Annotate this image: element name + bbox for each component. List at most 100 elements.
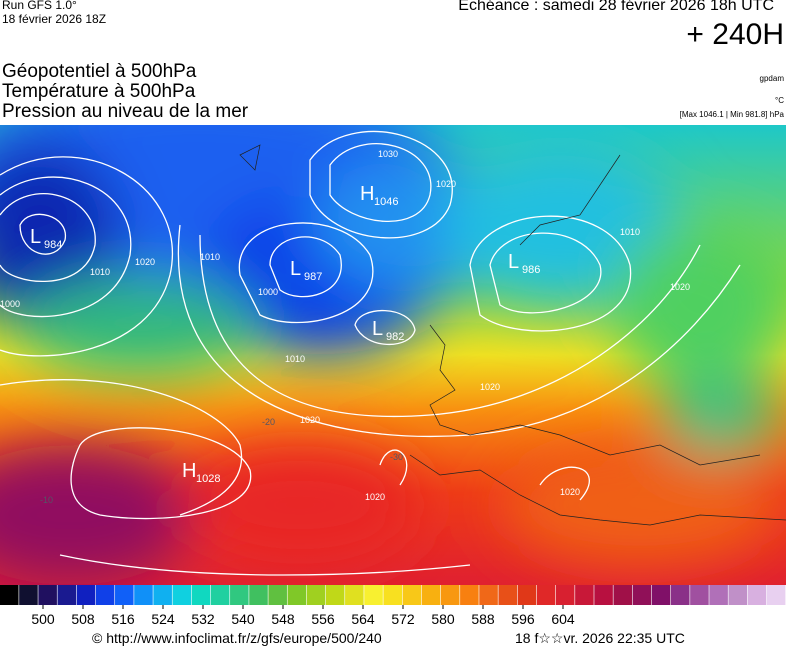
colorbar-label: 508 (71, 611, 95, 627)
colorbar-swatch (766, 585, 786, 605)
colorbar-swatch (728, 585, 748, 605)
isobar-label: 1030 (378, 149, 398, 159)
colorbar-swatch (747, 585, 767, 605)
footer-stamp: 18 f☆☆vr. 2026 22:35 UTC (515, 630, 685, 646)
center-letter: L (290, 258, 301, 280)
temperature-label: -30 (390, 452, 403, 462)
center-value: 982 (386, 331, 404, 343)
colorbar-label: 540 (231, 611, 255, 627)
colorbar-swatch (364, 585, 383, 605)
colorbar-swatch (95, 585, 115, 605)
colorbar-swatch (517, 585, 537, 605)
colorbar-swatch (325, 585, 345, 605)
colorbar-label: 556 (311, 611, 335, 627)
colorbar-swatch (115, 585, 134, 605)
colorbar-swatch (191, 585, 211, 605)
colorbar-label: 580 (431, 611, 455, 627)
lead-time: + 240H (686, 18, 784, 51)
colorbar-swatch (709, 585, 728, 605)
colorbar-swatch (153, 585, 172, 605)
footer-url: © http://www.infoclimat.fr/z/gfs/europe/… (92, 630, 382, 646)
colorbar-swatch (460, 585, 479, 605)
unit-label: gpdam (759, 74, 784, 83)
center-value: 987 (304, 271, 322, 283)
colorbar-swatch (172, 585, 192, 605)
colorbar-swatch (19, 585, 38, 605)
coastlines (239, 144, 786, 526)
unit-label: °C (775, 96, 784, 105)
colorbar-swatch (345, 585, 364, 605)
colorbar-swatch (287, 585, 307, 605)
colorbar-swatch (670, 585, 690, 605)
run-label: Run GFS 1.0° (2, 0, 77, 12)
isobars (0, 130, 741, 576)
colorbar-swatch (594, 585, 613, 605)
colorbar-swatch (76, 585, 96, 605)
colorbar-swatch (651, 585, 671, 605)
temperature-blobs (0, 125, 786, 585)
isobar-label: 1020 (436, 179, 456, 189)
isobar-label: 1000 (258, 287, 278, 297)
colorbar-label: 548 (271, 611, 295, 627)
isobar-label: 1020 (480, 382, 500, 392)
colorbar-swatch (402, 585, 422, 605)
center-value: 1028 (196, 473, 220, 485)
colorbar-swatch (421, 585, 441, 605)
colorbar-label: 532 (191, 611, 215, 627)
valid-time: Echéance : samedi 28 février 2026 18h UT… (458, 0, 774, 14)
isobar-label: 1010 (620, 227, 640, 237)
isobar-label: 1010 (200, 252, 220, 262)
colorbar-label: 516 (111, 611, 135, 627)
legend-line: Température à 500hPa (2, 81, 196, 102)
center-value: 986 (522, 264, 540, 276)
isobar-label: 1020 (300, 415, 320, 425)
colorbar-swatch (57, 585, 77, 605)
colorbar-swatch (383, 585, 402, 605)
legend-line: Pression au niveau de la mer (2, 101, 249, 122)
colorbar-swatch (268, 585, 287, 605)
center-value: 1046 (374, 196, 398, 208)
run-date: 18 février 2026 18Z (2, 12, 107, 26)
colorbar-swatch (0, 585, 19, 605)
colorbar-swatch (249, 585, 268, 605)
colorbar-swatch (230, 585, 249, 605)
colorbar-label: 572 (391, 611, 415, 627)
isobar-labels: 1030 1020 1010 1000 1020 1010 1020 1010 1020 1020… (0, 149, 690, 505)
center-letter: L (372, 318, 383, 340)
colorbar-label: 588 (471, 611, 495, 627)
isobar-label: 1010 (90, 267, 110, 277)
legend-line: Géopotentiel à 500hPa (2, 61, 197, 82)
colorbar-swatch (690, 585, 709, 605)
colorbar: 500 508 516 524 532 540 548 556 564 572 580 588 596 6… (0, 585, 786, 627)
colorbar-label: 564 (351, 611, 375, 627)
temperature-label: -10 (40, 495, 53, 505)
colorbar-swatch (536, 585, 556, 605)
colorbar-swatch (306, 585, 326, 605)
colorbar-swatch (575, 585, 594, 605)
colorbar-swatch (210, 585, 230, 605)
isobar-label: 1020 (670, 282, 690, 292)
colorbar-swatch (38, 585, 57, 605)
isobar-label: 1010 (285, 354, 305, 364)
colorbar-label: 604 (551, 611, 575, 627)
isobar-label: 1000 (0, 299, 20, 309)
temperature-label: -20 (262, 417, 275, 427)
colorbar-swatch (134, 585, 153, 605)
isobar-label: 1020 (365, 492, 385, 502)
colorbar-swatch (498, 585, 518, 605)
pressure-range: [Max 1046.1 | Min 981.8] hPa (679, 110, 784, 119)
center-value: 984 (44, 239, 62, 251)
center-letter: H (182, 460, 196, 482)
colorbar-label: 500 (31, 611, 55, 627)
isobar-label: 1020 (560, 487, 580, 497)
center-letter: L (30, 226, 41, 248)
colorbar-swatch (555, 585, 575, 605)
colorbar-swatch (613, 585, 633, 605)
colorbar-label: 524 (151, 611, 175, 627)
colorbar-label: 596 (511, 611, 535, 627)
colorbar-swatch (440, 585, 460, 605)
colorbar-swatch (479, 585, 498, 605)
